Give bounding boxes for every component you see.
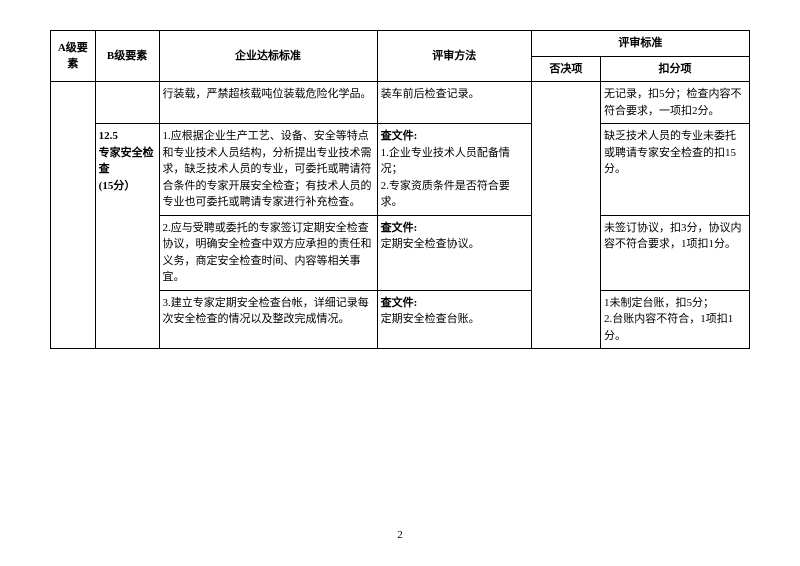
cell-b-element: 12.5 专家安全检查 (15分） — [95, 124, 159, 349]
b-element-title: 12.5 — [99, 130, 118, 142]
cell-deduct: 无记录，扣5分；检查内容不符合要求，一项扣2分。 — [601, 82, 750, 124]
cell-deduct: 1未制定台账，扣5分；2.台账内容不符合，1项扣1分。 — [601, 290, 750, 349]
method-title: 查文件: — [381, 222, 418, 234]
method-content: 定期安全检查协议。 — [381, 238, 480, 250]
header-standard: 企业达标标准 — [159, 31, 377, 82]
method-content: 1.企业专业技术人员配备情况；2.专家资质条件是否符合要求。 — [381, 147, 510, 209]
header-a-element: A级要素 — [51, 31, 96, 82]
evaluation-table: A级要素 B级要素 企业达标标准 评审方法 评审标准 否决项 扣分项 行装载，严… — [50, 30, 750, 349]
header-veto: 否决项 — [531, 56, 600, 82]
cell-method: 装车前后检查记录。 — [377, 82, 531, 124]
method-title: 查文件: — [381, 130, 418, 142]
cell-b-element — [95, 82, 159, 124]
header-b-element: B级要素 — [95, 31, 159, 82]
cell-method: 查文件: 定期安全检查台账。 — [377, 290, 531, 349]
cell-standard: 2.应与受聘或委托的专家签订定期安全检查协议，明确安全检查中双方应承担的责任和义… — [159, 215, 377, 290]
table-row: 行装载，严禁超核载吨位装载危险化学品。 装车前后检查记录。 无记录，扣5分；检查… — [51, 82, 750, 124]
cell-a-element — [51, 82, 96, 349]
header-method: 评审方法 — [377, 31, 531, 82]
cell-method: 查文件: 1.企业专业技术人员配备情况；2.专家资质条件是否符合要求。 — [377, 124, 531, 216]
header-deduct: 扣分项 — [601, 56, 750, 82]
header-scoring: 评审标准 — [531, 31, 749, 57]
cell-standard: 1.应根据企业生产工艺、设备、安全等特点和专业技术人员结构，分析提出专业技术需求… — [159, 124, 377, 216]
cell-standard: 行装载，严禁超核载吨位装载危险化学品。 — [159, 82, 377, 124]
cell-standard: 3.建立专家定期安全检查台帐，详细记录每次安全检查的情况以及整改完成情况。 — [159, 290, 377, 349]
table-row: 12.5 专家安全检查 (15分） 1.应根据企业生产工艺、设备、安全等特点和专… — [51, 124, 750, 216]
cell-deduct: 未签订协议，扣3分，协议内容不符合要求，1项扣1分。 — [601, 215, 750, 290]
b-element-score: (15分） — [99, 180, 136, 192]
page-number: 2 — [397, 529, 403, 541]
cell-veto — [531, 82, 600, 349]
b-element-name: 专家安全检查 — [99, 147, 154, 176]
cell-deduct: 缺乏技术人员的专业未委托或聘请专家安全检查的扣15分。 — [601, 124, 750, 216]
cell-method: 查文件: 定期安全检查协议。 — [377, 215, 531, 290]
method-content: 定期安全检查台账。 — [381, 313, 480, 325]
method-title: 查文件: — [381, 297, 418, 309]
